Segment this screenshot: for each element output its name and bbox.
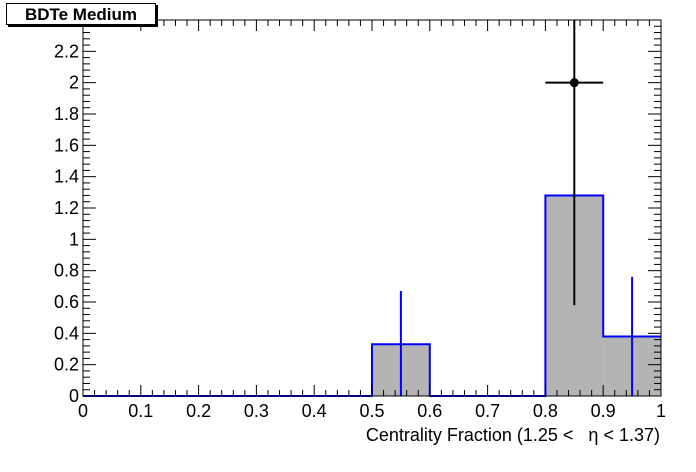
chart-title: BDTe Medium: [6, 3, 156, 25]
x-tick-label: 0.4: [302, 401, 327, 421]
y-tick-label: 0.8: [54, 261, 79, 281]
y-tick-label: 0.2: [54, 355, 79, 375]
x-tick-label: 0.2: [186, 401, 211, 421]
x-tick-label: 0.6: [417, 401, 442, 421]
x-axis-label: Centrality Fraction (1.25 < η < 1.37): [365, 425, 660, 445]
y-tick-label: 1.8: [54, 104, 79, 124]
x-tick-label: 0.3: [244, 401, 269, 421]
y-tick-label: 2.2: [54, 41, 79, 61]
y-tick-label: 1.2: [54, 198, 79, 218]
y-tick-label: 2: [69, 73, 79, 93]
x-tick-label: 0.7: [475, 401, 500, 421]
y-tick-label: 0.4: [54, 323, 79, 343]
y-tick-label: 1: [69, 229, 79, 249]
data-point-0: [569, 78, 579, 88]
x-tick-label: 0: [78, 401, 88, 421]
y-tick-label: 1.4: [54, 167, 79, 187]
y-tick-label: 0: [69, 386, 79, 406]
x-tick-label: 0.8: [533, 401, 558, 421]
y-tick-label: 0.6: [54, 292, 79, 312]
x-tick-label: 0.5: [359, 401, 384, 421]
x-tick-label: 0.9: [591, 401, 616, 421]
y-tick-label: 1.6: [54, 135, 79, 155]
x-tick-label: 1: [656, 401, 666, 421]
x-tick-label: 0.1: [128, 401, 153, 421]
